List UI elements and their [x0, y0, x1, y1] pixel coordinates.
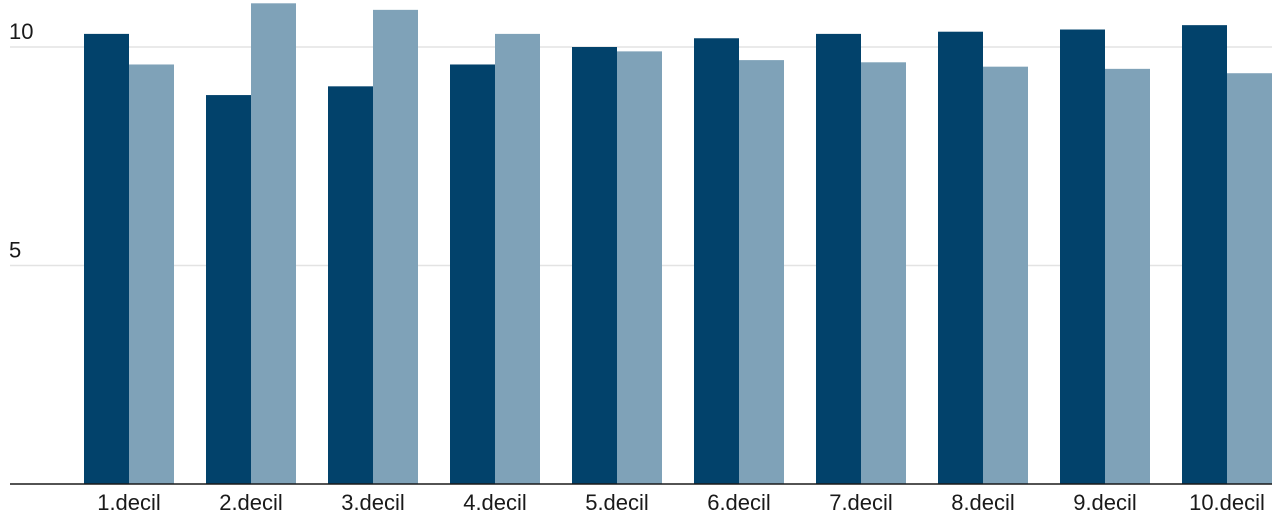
bar-2-5.decil [617, 51, 662, 485]
y-tick-label-5: 5 [9, 238, 21, 263]
bar-1-10.decil [1182, 25, 1227, 485]
bar-1-7.decil [816, 33, 861, 484]
bar-2-2.decil [251, 3, 296, 485]
x-tick-label-3.decil: 3.decil [341, 490, 405, 515]
x-tick-label-8.decil: 8.decil [951, 490, 1015, 515]
bar-1-4.decil [450, 64, 495, 484]
x-tick-label-6.decil: 6.decil [707, 490, 771, 515]
bar-1-6.decil [694, 38, 739, 484]
x-tick-label-2.decil: 2.decil [219, 490, 283, 515]
bar-1-5.decil [572, 47, 617, 484]
bar-2-9.decil [1105, 68, 1150, 484]
bars [84, 3, 1272, 485]
x-tick-label-5.decil: 5.decil [585, 490, 649, 515]
bar-1-2.decil [206, 95, 251, 484]
bar-2-1.decil [129, 64, 174, 484]
y-tick-label-10: 10 [9, 19, 33, 44]
bar-2-8.decil [983, 66, 1028, 484]
bar-1-3.decil [328, 86, 373, 484]
x-tick-labels: 1.decil 2.decil 3.decil 4.decil 5.decil 6.dec… [97, 490, 1265, 515]
bar-2-3.decil [373, 9, 418, 484]
bar-1-8.decil [938, 31, 983, 485]
x-tick-label-10.decil: 10.decil [1189, 490, 1265, 515]
x-tick-label-7.decil: 7.decil [829, 490, 893, 515]
bar-1-1.decil [84, 33, 129, 484]
y-tick-labels: 5 10 [9, 19, 33, 263]
x-tick-label-4.decil: 4.decil [463, 490, 527, 515]
x-tick-label-9.decil: 9.decil [1073, 490, 1137, 515]
bar-1-9.decil [1060, 29, 1105, 485]
bar-2-4.decil [495, 33, 540, 484]
bar-2-7.decil [861, 62, 906, 485]
bar-2-10.decil [1227, 73, 1272, 484]
bar-2-6.decil [739, 60, 784, 485]
x-tick-label-1.decil: 1.decil [97, 490, 161, 515]
